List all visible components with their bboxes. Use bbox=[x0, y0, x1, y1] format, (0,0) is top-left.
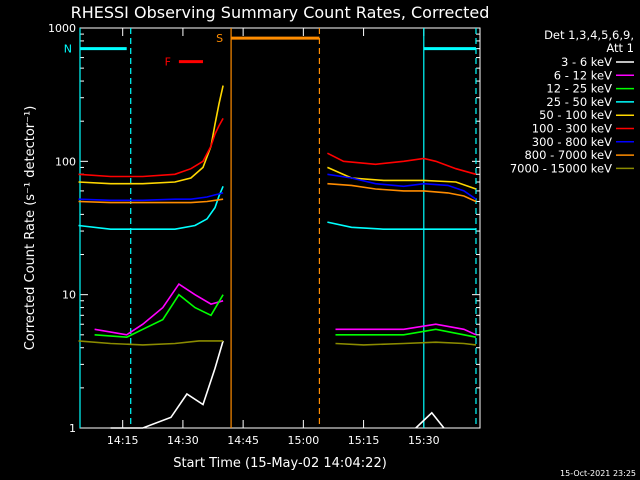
legend-label: 300 - 800 keV bbox=[532, 135, 612, 149]
legend-label: 800 - 7000 keV bbox=[524, 148, 612, 162]
series-line bbox=[78, 173, 477, 202]
x-axis-label: Start Time (15-May-02 14:04:22) bbox=[173, 456, 387, 471]
flag-label: S bbox=[216, 32, 223, 45]
flag-label: N bbox=[64, 43, 72, 56]
series-line bbox=[94, 282, 477, 336]
y-tick-label: 100 bbox=[55, 155, 76, 168]
x-tick-label: 15:15 bbox=[348, 434, 380, 447]
legend-label: 12 - 25 keV bbox=[546, 82, 612, 96]
legend-label: 100 - 300 keV bbox=[532, 122, 612, 136]
flag-label: F bbox=[165, 56, 171, 69]
legend-label: 3 - 6 keV bbox=[561, 55, 612, 69]
series-line bbox=[110, 340, 445, 429]
series-line bbox=[78, 185, 476, 230]
series-line bbox=[94, 293, 477, 339]
legend-label: 25 - 50 keV bbox=[546, 95, 612, 109]
x-tick-label: 14:45 bbox=[227, 434, 259, 447]
x-tick-label: 14:15 bbox=[107, 434, 139, 447]
y-tick-label: 1000 bbox=[48, 22, 76, 35]
y-tick-label: 10 bbox=[62, 289, 76, 302]
legend-header-line-1: Det 1,3,4,5,6,9, bbox=[544, 28, 634, 42]
legend-header-line-2: Att 1 bbox=[606, 41, 634, 55]
chart-title: RHESSI Observing Summary Count Rates, Co… bbox=[71, 3, 490, 22]
series-line bbox=[78, 340, 477, 346]
legend-label: 6 - 12 keV bbox=[554, 68, 612, 82]
legend-label: 50 - 100 keV bbox=[539, 108, 612, 122]
series-line bbox=[78, 182, 477, 204]
y-axis-label: Corrected Count Rate (s⁻¹ detector⁻¹) bbox=[23, 106, 38, 351]
x-tick-label: 15:00 bbox=[288, 434, 320, 447]
x-tick-label: 15:30 bbox=[408, 434, 440, 447]
y-tick-label: 1 bbox=[69, 422, 76, 435]
series-line bbox=[78, 118, 477, 178]
x-tick-label: 14:30 bbox=[167, 434, 199, 447]
series-line bbox=[78, 85, 477, 190]
plot-frame bbox=[79, 27, 481, 429]
legend-label: 7000 - 15000 keV bbox=[510, 161, 612, 175]
footer-timestamp: 15-Oct-2021 23:25 bbox=[560, 469, 636, 478]
